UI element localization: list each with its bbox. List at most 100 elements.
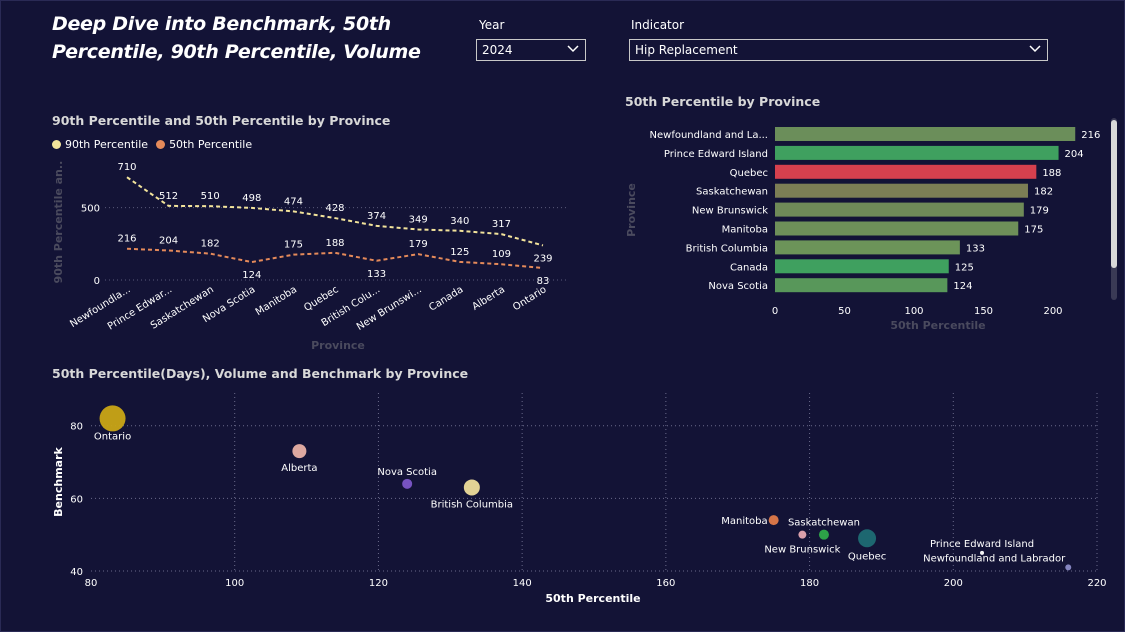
indicator-dropdown[interactable]: Hip Replacement — [629, 39, 1048, 61]
bar — [775, 221, 1019, 236]
scatter-point-label: Newfoundland and Labrador — [923, 553, 1066, 564]
x-tick-label: 100 — [225, 578, 244, 589]
scatter-point-label: Saskatchewan — [788, 518, 860, 529]
data-label: 317 — [492, 219, 511, 230]
bar-category-label: Prince Edward Island — [664, 149, 768, 160]
scatter-point — [99, 405, 126, 432]
scatter-point-label: Nova Scotia — [377, 467, 437, 478]
bar-category-label: Manitoba — [722, 225, 768, 236]
bar-category-label: Quebec — [730, 168, 768, 179]
indicator-dropdown-value: Hip Replacement — [635, 43, 738, 57]
legend-50th-marker — [156, 140, 166, 149]
line-chart-title: 90th Percentile and 50th Percentile by P… — [52, 113, 391, 128]
x-tick-label: Manitoba — [254, 284, 299, 318]
y-axis-title: Benchmark — [52, 446, 65, 516]
y-tick-label: 60 — [70, 494, 83, 505]
year-dropdown[interactable]: 2024 — [476, 39, 586, 61]
data-label: 374 — [367, 211, 386, 222]
x-tick-label: Ontario — [511, 284, 548, 313]
x-tick-label: 50 — [838, 306, 851, 317]
data-label: 349 — [409, 214, 428, 225]
data-label: 216 — [117, 234, 136, 245]
scatter-point-label: Manitoba — [721, 516, 767, 527]
year-dropdown-value: 2024 — [482, 43, 513, 57]
bar — [775, 164, 1037, 179]
y-tick-label: 80 — [70, 422, 83, 433]
series-line-90th — [126, 176, 544, 247]
data-label: 510 — [201, 191, 220, 202]
scatter-point — [402, 478, 413, 489]
line-chart-legend: 90th Percentile 50th Percentile — [52, 138, 252, 151]
data-label: 188 — [325, 238, 344, 249]
bar-category-label: British Columbia — [686, 243, 768, 254]
legend-90th-marker — [52, 140, 61, 149]
bar-category-label: New Brunswick — [692, 206, 768, 217]
scatter-point — [768, 515, 779, 526]
bar — [775, 259, 949, 274]
x-tick-label: 200 — [944, 578, 963, 589]
data-label: 179 — [409, 239, 428, 250]
bar-value-label: 216 — [1081, 130, 1100, 141]
scatter-point — [818, 529, 829, 540]
scatter-chart-title: 50th Percentile(Days), Volume and Benchm… — [52, 366, 469, 381]
x-tick-label: 180 — [800, 578, 819, 589]
bar-category-label: Saskatchewan — [696, 187, 768, 198]
y-axis-title: Province — [625, 183, 638, 237]
y-tick-label: 500 — [81, 204, 100, 215]
bar — [775, 145, 1059, 160]
chevron-down-icon — [567, 45, 579, 53]
bar-category-label: Canada — [730, 262, 768, 273]
x-tick-label: Alberta — [470, 284, 507, 313]
data-label: 710 — [117, 162, 136, 173]
x-tick-label: 200 — [1043, 306, 1062, 317]
data-label: 498 — [242, 193, 261, 204]
bar-value-label: 124 — [953, 281, 972, 292]
chevron-down-icon — [1029, 45, 1041, 53]
x-tick-label: 140 — [513, 578, 532, 589]
x-tick-label: 150 — [974, 306, 993, 317]
bar-value-label: 188 — [1042, 168, 1061, 179]
y-axis-title: 90th Percentile an... — [52, 160, 65, 283]
scatter-point — [858, 529, 877, 548]
data-label: 133 — [367, 269, 386, 280]
bar-value-label: 182 — [1034, 187, 1053, 198]
data-label: 340 — [450, 216, 469, 227]
x-axis-title: 50th Percentile — [890, 319, 985, 332]
bar-value-label: 133 — [966, 243, 985, 254]
data-label: 512 — [159, 191, 178, 202]
bar — [775, 127, 1076, 141]
bar-value-label: 204 — [1065, 149, 1084, 160]
scatter-point-label: Quebec — [848, 551, 886, 562]
x-tick-label: 220 — [1087, 578, 1106, 589]
indicator-slicer-label: Indicator — [631, 18, 685, 32]
scatter-chart: 80 100 120 140 160 180 200 220 40 60 80 50th Percen… — [52, 393, 1107, 605]
bar-chart-scrollbar-thumb[interactable] — [1111, 120, 1117, 268]
bar-value-label: 175 — [1024, 225, 1043, 236]
x-axis-title: 50th Percentile — [545, 592, 640, 605]
x-axis-title: Province — [311, 339, 365, 352]
scatter-point-label: British Columbia — [431, 499, 513, 510]
year-slicer-label: Year — [479, 18, 505, 32]
scatter-point — [980, 550, 985, 555]
x-tick-label: 120 — [369, 578, 388, 589]
bar — [775, 278, 948, 293]
data-label: 125 — [450, 247, 469, 258]
bar-chart-title: 50th Percentile by Province — [625, 94, 821, 109]
x-tick-label: 100 — [904, 306, 923, 317]
scatter-point — [292, 444, 307, 459]
x-tick-label: 160 — [656, 578, 675, 589]
scatter-point-label: Prince Edward Island — [930, 539, 1034, 550]
scatter-point-label: Alberta — [281, 463, 317, 474]
y-tick-label: 40 — [70, 567, 83, 578]
data-label: 474 — [284, 196, 303, 207]
series-line-50th — [126, 247, 544, 269]
data-label: 124 — [242, 270, 261, 281]
data-label: 109 — [492, 249, 511, 260]
legend-50th-label: 50th Percentile — [169, 138, 253, 151]
bar-value-label: 125 — [955, 262, 974, 273]
bar — [775, 240, 960, 255]
bar-category-label: Newfoundland and La... — [650, 130, 768, 141]
data-label: 182 — [201, 239, 220, 250]
y-tick-label: 0 — [94, 276, 100, 287]
scatter-point — [1065, 564, 1072, 571]
